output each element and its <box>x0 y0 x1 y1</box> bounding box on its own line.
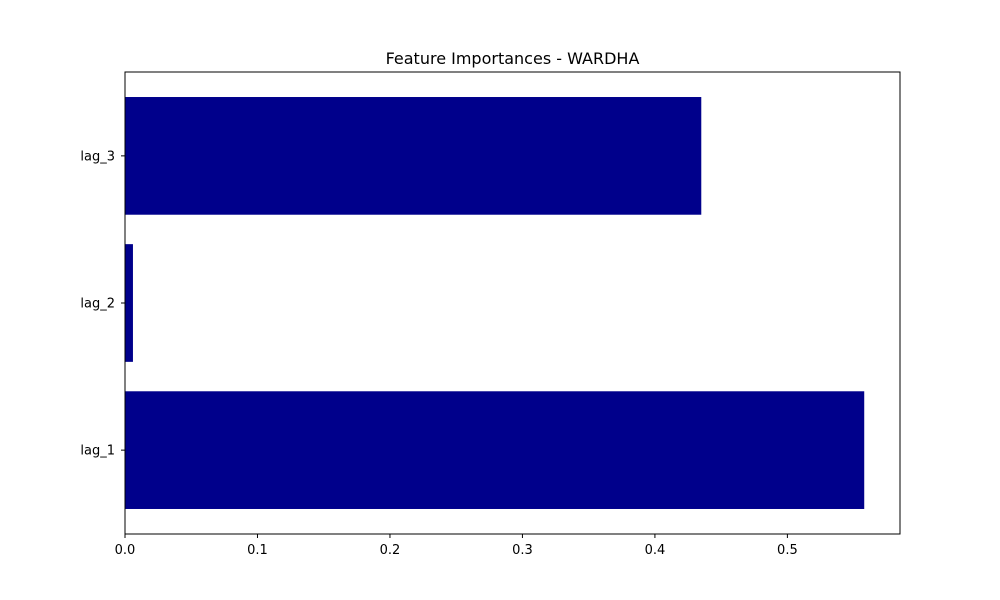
axes-layer: lag_1 lag_2 lag_3 0.0 0.1 0.2 0.3 0.4 0.5 <box>80 149 797 558</box>
x-tick-label: 0.1 <box>247 543 268 558</box>
plot-frame <box>124 71 901 535</box>
x-tick-label: 0.4 <box>645 543 666 558</box>
x-tick-label: 0.5 <box>777 543 798 558</box>
bar-lag_3 <box>125 97 702 215</box>
x-tick-label: 0.3 <box>512 543 533 558</box>
x-tick-label: 0.0 <box>115 543 136 558</box>
bars-layer <box>125 97 865 509</box>
chart-title: Feature Importances - WARDHA <box>386 49 640 68</box>
x-tick-label: 0.2 <box>380 543 401 558</box>
bar-lag_1 <box>125 391 865 509</box>
y-tick-label: lag_2 <box>80 297 115 312</box>
y-tick-label: lag_3 <box>80 149 115 164</box>
bar-lag_2 <box>125 244 133 362</box>
y-tick-label: lag_1 <box>80 444 115 459</box>
